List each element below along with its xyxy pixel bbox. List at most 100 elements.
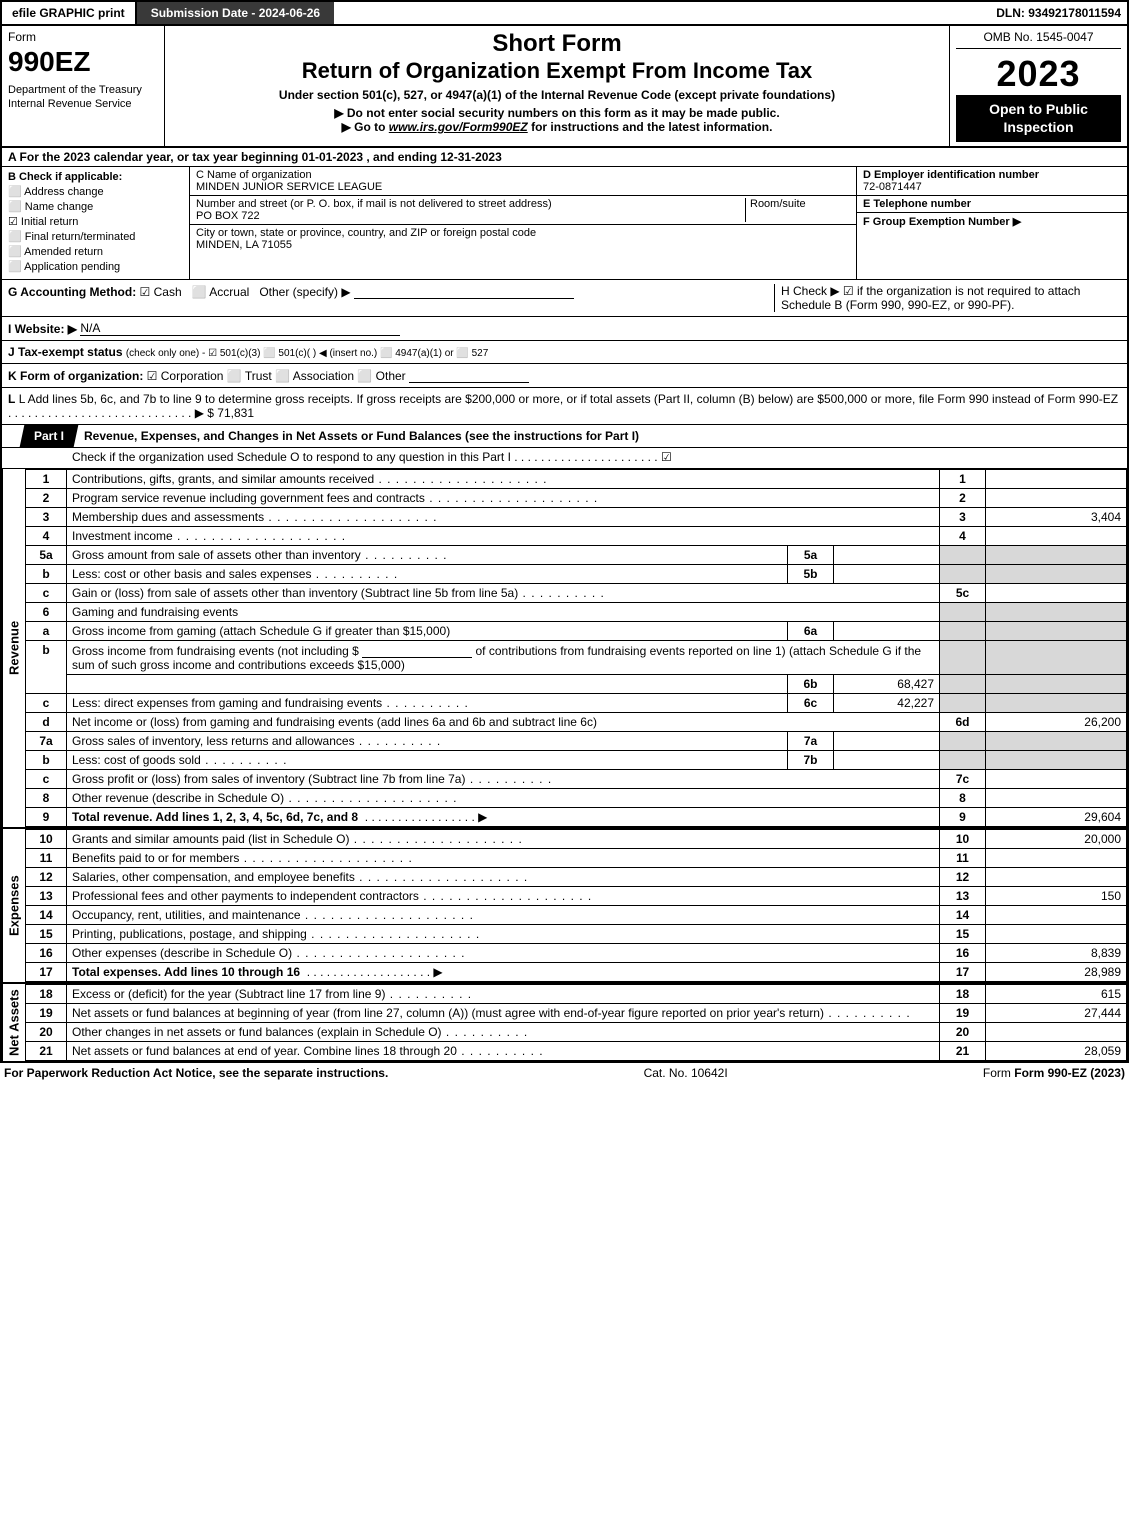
col-b-title: B Check if applicable: (8, 171, 183, 183)
org-name-label: C Name of organization (196, 169, 850, 181)
line-13: 13 Professional fees and other payments … (26, 887, 1127, 906)
department-name: Department of the Treasury Internal Reve… (8, 84, 158, 112)
goto-suffix: for instructions and the latest informat… (528, 120, 773, 134)
line-7a: 7a Gross sales of inventory, less return… (26, 732, 1127, 751)
footer-right: Form Form 990-EZ (2023) (983, 1066, 1125, 1080)
l-text: L Add lines 5b, 6c, and 7b to line 9 to … (8, 392, 1118, 420)
header-form-col: Form 990EZ Department of the Treasury In… (2, 26, 165, 146)
ein-label: D Employer identification number (863, 169, 1121, 181)
l-value: 71,831 (217, 406, 254, 420)
col-b-checkboxes: B Check if applicable: Address change Na… (2, 167, 190, 279)
dln-label: DLN: 93492178011594 (996, 6, 1127, 20)
form-header: Form 990EZ Department of the Treasury In… (0, 26, 1129, 148)
info-l: L L Add lines 5b, 6c, and 7b to line 9 t… (0, 388, 1129, 425)
line-7c: c Gross profit or (loss) from sales of i… (26, 770, 1127, 789)
chk-address-change[interactable]: Address change (8, 185, 183, 198)
form-number: 990EZ (8, 46, 158, 78)
k-other-input[interactable] (409, 368, 529, 383)
phone-label: E Telephone number (863, 198, 1121, 210)
chk-initial-return[interactable]: Initial return (8, 215, 183, 228)
line-19: 19 Net assets or fund balances at beginn… (26, 1004, 1127, 1023)
line-16: 16 Other expenses (describe in Schedule … (26, 944, 1127, 963)
part-i-subtitle: Check if the organization used Schedule … (0, 448, 1129, 469)
group-label: F Group Exemption Number ▶ (863, 215, 1121, 228)
line-6c: c Less: direct expenses from gaming and … (26, 694, 1127, 713)
k-detail: ☑ Corporation ⬜ Trust ⬜ Association ⬜ Ot… (147, 369, 406, 383)
website-value: N/A (80, 321, 400, 336)
line-6b-val: 6b 68,427 (26, 675, 1127, 694)
part-i-title: Revenue, Expenses, and Changes in Net As… (76, 425, 1127, 447)
info-gh: G Accounting Method: Cash Accrual Other … (0, 280, 1129, 317)
expenses-section: Expenses 10 Grants and similar amounts p… (0, 829, 1129, 984)
meta-grid: B Check if applicable: Address change Na… (0, 167, 1129, 280)
line-17: 17 Total expenses. Add lines 10 through … (26, 963, 1127, 982)
line-6d: d Net income or (loss) from gaming and f… (26, 713, 1127, 732)
ssn-warning: Do not enter social security numbers on … (171, 106, 943, 120)
city-value: MINDEN, LA 71055 (196, 239, 850, 251)
g-other-input[interactable] (354, 284, 574, 299)
g-cash[interactable]: Cash (140, 285, 182, 299)
revenue-table: 1 Contributions, gifts, grants, and simi… (25, 469, 1127, 827)
chk-amended-return[interactable]: Amended return (8, 245, 183, 258)
part-i-header: Part I Revenue, Expenses, and Changes in… (0, 425, 1129, 448)
header-year-col: OMB No. 1545-0047 2023 Open to Public In… (950, 26, 1127, 146)
street-label: Number and street (or P. O. box, if mail… (196, 198, 745, 210)
line-5c: c Gain or (loss) from sale of assets oth… (26, 584, 1127, 603)
org-name: MINDEN JUNIOR SERVICE LEAGUE (196, 181, 850, 193)
chk-application-pending[interactable]: Application pending (8, 260, 183, 273)
info-j: J Tax-exempt status (check only one) - ☑… (0, 341, 1129, 364)
line-1: 1 Contributions, gifts, grants, and simi… (26, 470, 1127, 489)
return-title: Return of Organization Exempt From Incom… (171, 58, 943, 84)
line-8: 8 Other revenue (describe in Schedule O)… (26, 789, 1127, 808)
chk-final-return[interactable]: Final return/terminated (8, 230, 183, 243)
chk-name-change[interactable]: Name change (8, 200, 183, 213)
short-form-title: Short Form (171, 30, 943, 58)
omb-number: OMB No. 1545-0047 (956, 30, 1121, 49)
line-7b: b Less: cost of goods sold 7b (26, 751, 1127, 770)
topbar-left: efile GRAPHIC print Submission Date - 20… (2, 2, 334, 24)
city-label: City or town, state or province, country… (196, 227, 850, 239)
submission-date-button[interactable]: Submission Date - 2024-06-26 (137, 2, 334, 24)
expenses-table: 10 Grants and similar amounts paid (list… (25, 829, 1127, 982)
line-2: 2 Program service revenue including gove… (26, 489, 1127, 508)
info-k: K Form of organization: ☑ Corporation ⬜ … (0, 364, 1129, 388)
go-to-link-line: Go to www.irs.gov/Form990EZ for instruct… (171, 120, 943, 134)
efile-button[interactable]: efile GRAPHIC print (2, 2, 137, 24)
header-title-col: Short Form Return of Organization Exempt… (165, 26, 950, 146)
page-footer: For Paperwork Reduction Act Notice, see … (0, 1063, 1129, 1083)
g-label: G Accounting Method: (8, 285, 136, 299)
line-14: 14 Occupancy, rent, utilities, and maint… (26, 906, 1127, 925)
topbar: efile GRAPHIC print Submission Date - 20… (0, 0, 1129, 26)
netassets-table: 18 Excess or (deficit) for the year (Sub… (25, 984, 1127, 1061)
line-5a: 5a Gross amount from sale of assets othe… (26, 546, 1127, 565)
line-15: 15 Printing, publications, postage, and … (26, 925, 1127, 944)
line-6a: a Gross income from gaming (attach Sched… (26, 622, 1127, 641)
section-a-taxyear: A For the 2023 calendar year, or tax yea… (0, 148, 1129, 167)
room-suite-label: Room/suite (745, 198, 850, 222)
k-label: K Form of organization: (8, 369, 143, 383)
side-label-revenue: Revenue (2, 469, 25, 827)
line-6: 6 Gaming and fundraising events (26, 603, 1127, 622)
line-11: 11 Benefits paid to or for members 11 (26, 849, 1127, 868)
info-i: I Website: ▶ N/A (0, 317, 1129, 341)
line-18: 18 Excess or (deficit) for the year (Sub… (26, 985, 1127, 1004)
netassets-section: Net Assets 18 Excess or (deficit) for th… (0, 984, 1129, 1063)
line-10: 10 Grants and similar amounts paid (list… (26, 830, 1127, 849)
street-value: PO BOX 722 (196, 210, 745, 222)
line-6b-amount-input[interactable] (362, 643, 472, 658)
irs-link[interactable]: www.irs.gov/Form990EZ (389, 120, 528, 134)
g-accrual[interactable]: Accrual (192, 285, 250, 299)
revenue-section: Revenue 1 Contributions, gifts, grants, … (0, 469, 1129, 829)
line-5b: b Less: cost or other basis and sales ex… (26, 565, 1127, 584)
col-d-ids: D Employer identification number 72-0871… (857, 167, 1127, 279)
side-label-expenses: Expenses (2, 829, 25, 982)
line-12: 12 Salaries, other compensation, and emp… (26, 868, 1127, 887)
g-other: Other (specify) ▶ (259, 285, 350, 299)
line-20: 20 Other changes in net assets or fund b… (26, 1023, 1127, 1042)
info-g: G Accounting Method: Cash Accrual Other … (8, 284, 774, 312)
col-c-org-info: C Name of organization MINDEN JUNIOR SER… (190, 167, 857, 279)
j-detail: (check only one) - ☑ 501(c)(3) ⬜ 501(c)(… (126, 348, 488, 359)
under-section-note: Under section 501(c), 527, or 4947(a)(1)… (171, 88, 943, 102)
i-label: I Website: ▶ (8, 322, 77, 336)
inspection-badge: Open to Public Inspection (956, 95, 1121, 142)
